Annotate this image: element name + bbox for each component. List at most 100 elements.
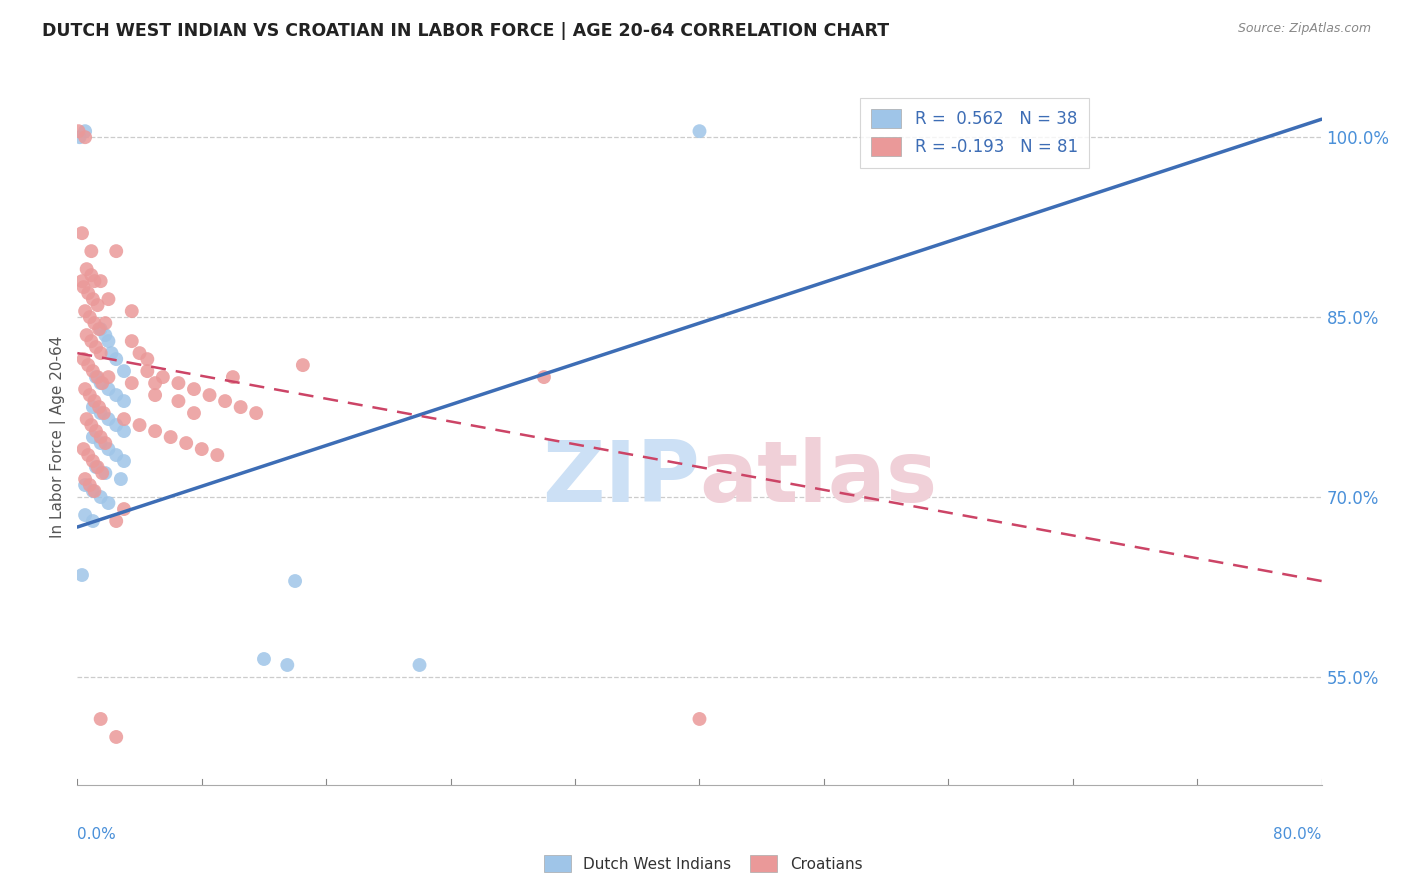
Point [222,370,245,384]
Point [167,394,190,409]
Point [143,388,166,402]
Point [110,472,132,486]
Point [183,406,205,420]
Point [94,328,117,343]
Point [136,364,159,378]
Point [82,484,104,499]
Point [121,376,143,390]
Point [70,274,93,288]
Point [84,460,107,475]
Point [75,472,97,486]
Point [90,406,112,420]
Point [229,400,252,414]
Point [97,370,120,384]
Point [79,388,101,402]
Point [97,412,120,426]
Point [112,502,135,516]
Point [408,658,430,673]
Text: ZIP: ZIP [541,437,700,520]
Point [87,400,110,414]
Point [84,340,107,354]
Text: atlas: atlas [700,437,938,520]
Point [105,244,128,259]
Point [93,406,115,420]
Point [112,394,135,409]
Point [90,436,112,450]
Point [72,280,94,294]
Point [70,568,93,582]
Point [167,376,190,390]
Point [276,658,298,673]
Point [97,292,120,306]
Point [291,358,314,372]
Point [90,430,112,444]
Point [86,298,108,312]
Point [143,424,166,438]
Point [84,370,107,384]
Point [69,130,91,145]
Point [198,388,221,402]
Point [105,730,128,744]
Point [253,652,276,666]
Point [75,124,97,138]
Point [82,514,104,528]
Point [75,478,97,492]
Point [159,430,181,444]
Point [121,334,143,348]
Point [112,454,135,468]
Point [284,574,307,588]
Y-axis label: In Labor Force | Age 20-64: In Labor Force | Age 20-64 [51,336,66,538]
Point [90,376,112,390]
Point [105,352,128,367]
Point [84,424,107,438]
Point [214,394,236,409]
Point [86,370,108,384]
Point [75,130,97,145]
Point [80,334,103,348]
Point [75,382,97,396]
Point [80,268,103,282]
Point [87,322,110,336]
Point [90,712,112,726]
Point [143,376,166,390]
Point [86,460,108,475]
Point [83,394,105,409]
Point [90,346,112,360]
Point [174,436,197,450]
Point [75,304,97,318]
Point [128,346,150,360]
Point [91,376,114,390]
Point [94,466,117,480]
Point [112,364,135,378]
Point [82,430,104,444]
Point [136,352,159,367]
Point [76,412,98,426]
Point [97,382,120,396]
Point [82,454,104,468]
Point [90,322,112,336]
Point [79,478,101,492]
Point [83,484,105,499]
Point [80,244,103,259]
Point [72,352,94,367]
Point [90,274,112,288]
Point [94,436,117,450]
Point [83,316,105,330]
Point [689,712,711,726]
Point [82,364,104,378]
Legend: Dutch West Indians, Croatians: Dutch West Indians, Croatians [536,847,870,880]
Point [105,388,128,402]
Point [82,400,104,414]
Point [128,418,150,433]
Point [152,370,174,384]
Point [97,442,120,456]
Point [79,310,101,325]
Point [82,292,104,306]
Point [70,226,93,240]
Point [105,448,128,462]
Point [91,466,114,480]
Point [105,418,128,433]
Point [245,406,267,420]
Point [76,328,98,343]
Point [121,304,143,318]
